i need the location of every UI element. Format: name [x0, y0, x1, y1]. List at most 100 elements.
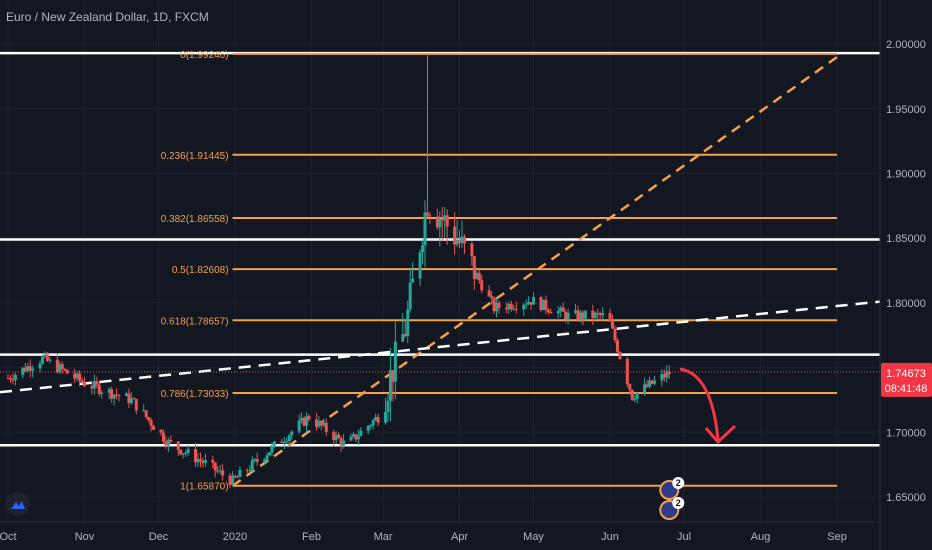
fib-level-label: 0.5(1.82608)	[172, 265, 229, 276]
candle-body	[561, 307, 565, 312]
candle-body	[408, 282, 412, 310]
candle-body	[435, 216, 439, 228]
last-price-value: 1.74673	[886, 368, 926, 380]
candle-body	[539, 297, 543, 311]
candle-body	[198, 459, 202, 462]
candle-body	[272, 441, 276, 446]
candle-body	[75, 373, 79, 379]
time-tick-label: Jun	[601, 531, 619, 543]
candle-body	[458, 239, 462, 243]
candle-body	[6, 377, 10, 379]
candle-body	[115, 394, 119, 396]
candle-body	[290, 431, 294, 436]
candle-body	[369, 425, 373, 427]
candle-body	[194, 448, 198, 463]
candle-body	[144, 410, 148, 418]
candle-body	[423, 212, 427, 246]
candle-body	[388, 370, 392, 401]
candle-body	[349, 436, 353, 441]
projection-arrowhead	[704, 424, 737, 445]
candle-body	[403, 334, 407, 337]
candle-body	[268, 452, 272, 456]
trend-lines[interactable]	[0, 56, 881, 487]
candle-body	[477, 272, 481, 281]
candle-body	[401, 334, 405, 342]
candle-body	[425, 212, 429, 216]
candle-body	[374, 417, 378, 421]
candle-body	[196, 459, 200, 463]
candle-body	[152, 425, 156, 430]
time-tick-label: 2020	[223, 531, 247, 543]
candle-body	[238, 469, 242, 478]
descending-trend-line[interactable]	[0, 300, 881, 394]
candle-body	[411, 278, 415, 283]
candle-body	[181, 453, 185, 455]
event-badges[interactable]: 22	[659, 477, 685, 520]
ascending-trend-line[interactable]	[231, 56, 838, 487]
event-badge-count: 2	[676, 498, 681, 508]
time-tick-label: Feb	[302, 531, 321, 543]
candle-body	[359, 430, 363, 437]
candle-body	[169, 439, 173, 442]
candle-body	[8, 378, 12, 380]
price-tick-label: 1.95000	[886, 104, 926, 116]
candle-body	[231, 475, 235, 486]
candle-body	[21, 367, 25, 375]
candle-body	[55, 359, 59, 373]
fib-level-label: 0(1.99246)	[180, 50, 228, 61]
candle-body	[82, 382, 86, 387]
chart-title: Euro / New Zealand Dollar, 1D, FXCM	[6, 10, 209, 24]
candle-body	[80, 380, 84, 383]
candle-body	[643, 384, 647, 393]
candle-body	[255, 458, 259, 462]
candle-body	[31, 368, 35, 371]
candle-body	[270, 445, 274, 453]
candle-body	[384, 412, 388, 423]
candle-body	[583, 310, 587, 319]
candle-body	[314, 419, 318, 427]
candle-body	[522, 304, 526, 310]
time-tick-label: Aug	[751, 531, 771, 543]
candle-body	[282, 442, 286, 444]
candle-body	[78, 373, 82, 381]
candle-body	[253, 458, 257, 461]
candle-body	[470, 243, 474, 257]
candle-body	[235, 477, 239, 479]
time-axis[interactable]: Oct Nov Dec 2020 Feb Mar Apr May Jun Jul Aug Sep	[0, 531, 847, 543]
candle-body	[652, 380, 656, 384]
price-tick-label: 2.00000	[886, 39, 926, 51]
candle-body	[280, 441, 284, 444]
tradingview-logo-icon[interactable]	[6, 492, 30, 516]
candle-body	[440, 218, 444, 221]
candle-body	[512, 308, 516, 310]
candle-body	[186, 448, 190, 454]
candle-body	[564, 311, 568, 320]
fibonacci-retracement[interactable]: 0(1.99246) 0.236(1.91445) 0.382(1.86558) 0.…	[161, 50, 838, 493]
last-price-tag-bg	[881, 362, 932, 397]
candle-body	[593, 312, 597, 318]
candle-body	[324, 422, 328, 432]
candle-body	[660, 374, 664, 381]
candle-body	[342, 440, 346, 446]
candle-body	[576, 310, 580, 320]
candle-body	[504, 308, 508, 310]
candle-body	[480, 280, 484, 291]
candle-body	[460, 236, 464, 243]
event-badge-count: 2	[676, 478, 681, 488]
candle-body	[161, 432, 165, 442]
candle-body	[497, 302, 501, 309]
candle-body	[248, 470, 252, 472]
candle-body	[630, 389, 634, 400]
candle-body	[23, 367, 27, 372]
candle-body	[581, 312, 585, 319]
candle-body	[149, 420, 153, 426]
candle-body	[307, 416, 311, 420]
candle-body	[514, 308, 518, 310]
candle-body	[90, 386, 94, 389]
candle-body	[455, 239, 459, 245]
time-tick-label: Mar	[374, 531, 393, 543]
candle-body	[228, 475, 232, 486]
bar-countdown: 08:41:48	[885, 383, 928, 395]
